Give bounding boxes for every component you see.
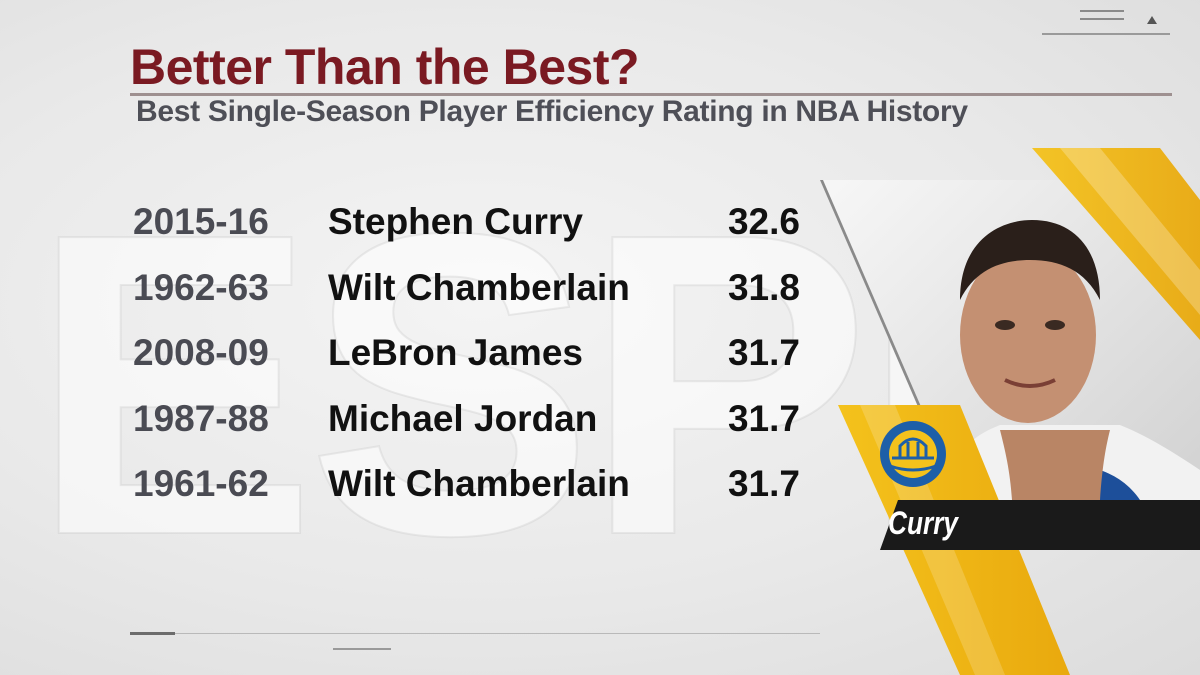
title-divider [130, 93, 1172, 96]
player-graphic-panel [800, 140, 1200, 675]
player-cell: Wilt Chamberlain [328, 463, 630, 504]
season-cell: 2015-16 [133, 201, 269, 242]
per-cell: 31.7 [727, 463, 800, 504]
bottom-accent-dash [130, 632, 175, 635]
table-row: 2008-09 LeBron James 31.7 [0, 326, 820, 392]
table-row: 2015-16 Stephen Curry 32.6 [0, 195, 820, 261]
per-cell: 31.7 [727, 397, 800, 439]
name-plate [880, 500, 1200, 550]
player-graphic-shapes [820, 148, 1200, 675]
top-rule [1042, 33, 1170, 35]
triangle-up-icon [1147, 16, 1157, 24]
per-ranking-table: 2015-16 Stephen Curry 32.6 1962-63 Wilt … [0, 195, 820, 523]
bottom-accent-dash [333, 648, 391, 650]
gold-stripe-upper-sheen [1060, 148, 1200, 315]
warriors-logo-icon [880, 421, 946, 487]
per-cell: 32.6 [727, 201, 800, 242]
player-name-label: Curry [888, 505, 958, 541]
table-row: 1962-63 Wilt Chamberlain 31.8 [0, 261, 820, 327]
per-cell: 31.7 [727, 332, 800, 373]
player-cell: Wilt Chamberlain [328, 266, 630, 308]
bottom-rule [130, 633, 820, 634]
player-cell: Michael Jordan [328, 397, 598, 439]
season-cell: 1961-62 [133, 463, 269, 504]
season-cell: 2008-09 [133, 332, 269, 373]
player-cell: LeBron James [328, 332, 583, 373]
table-row: 1961-62 Wilt Chamberlain 31.7 [0, 457, 820, 523]
graphic-subtitle: Best Single-Season Player Efficiency Rat… [136, 95, 968, 128]
graphic-title: Better Than the Best? [130, 39, 640, 95]
table-row: 1987-88 Michael Jordan 31.7 [0, 392, 820, 458]
per-cell: 31.8 [727, 266, 800, 308]
season-cell: 1987-88 [133, 397, 269, 439]
menu-lines-icon [1080, 10, 1124, 26]
player-cell: Stephen Curry [328, 201, 583, 242]
gold-stripe-upper [1032, 148, 1200, 340]
season-cell: 1962-63 [133, 266, 269, 308]
